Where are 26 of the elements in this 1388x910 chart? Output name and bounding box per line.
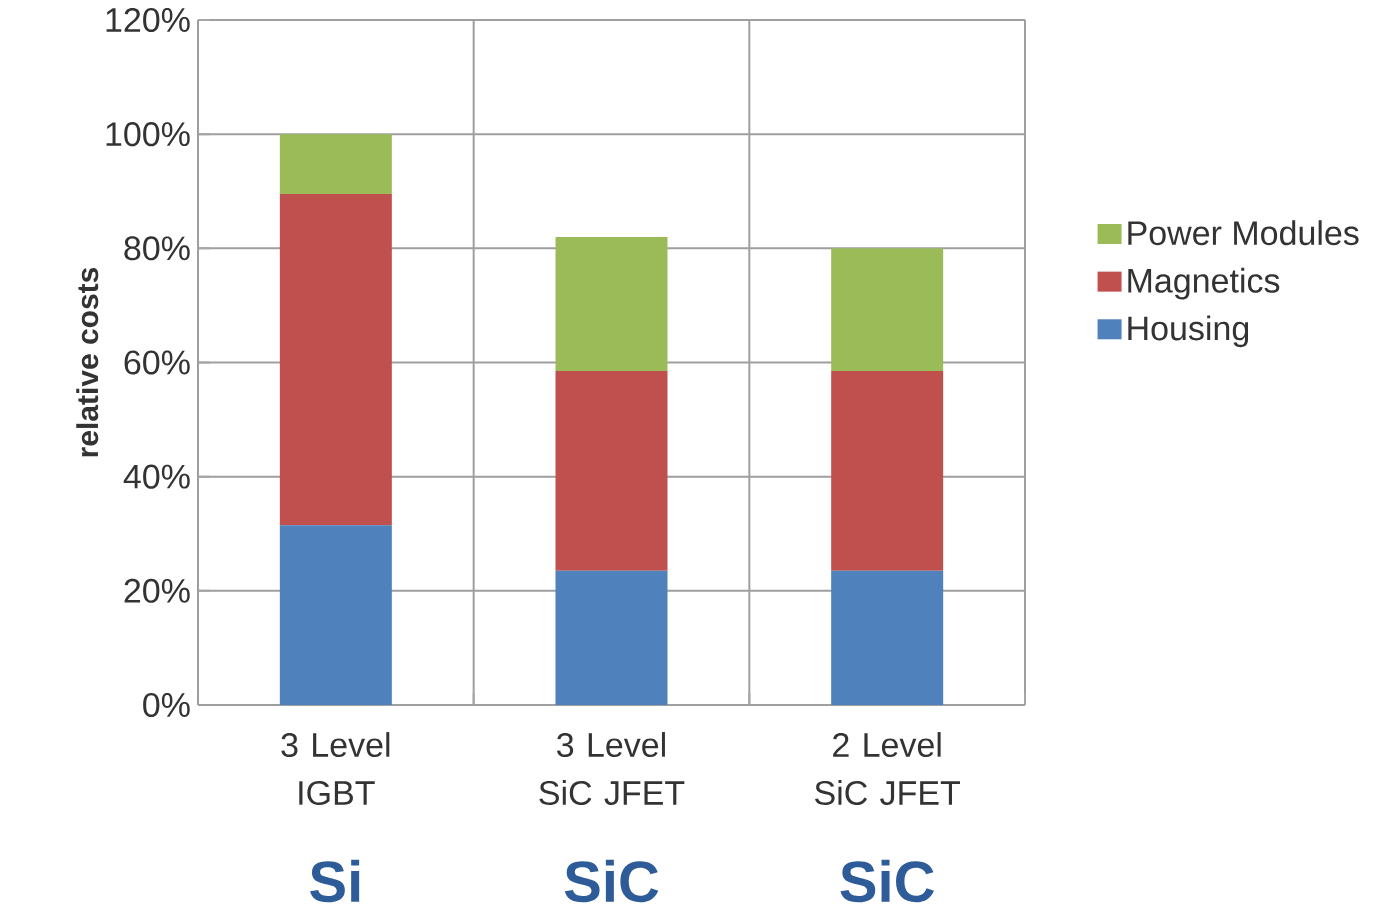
text: Si	[310, 859, 360, 903]
y-tick-label: 40%	[123, 464, 190, 489]
bar	[279, 525, 392, 705]
y-tick-label: 80%	[124, 236, 190, 261]
bar	[279, 134, 392, 195]
legend-label: Housing	[1128, 315, 1249, 348]
legend-label: Power Modules	[1128, 220, 1359, 246]
y-tick-label: 20%	[124, 578, 190, 603]
x-tick-label: 3 Level SiC JFET	[539, 732, 685, 806]
bar	[831, 570, 944, 705]
y-tick-label: 100%	[106, 122, 190, 147]
bar	[555, 570, 668, 705]
y-tick-label: 120%	[106, 7, 190, 33]
x-tick-label: 2 Level SiC JFET	[815, 732, 961, 806]
y-tick-label: 0%	[143, 692, 190, 718]
bar	[279, 194, 392, 526]
text: SiC	[840, 859, 934, 903]
y-tick-label: 60%	[124, 350, 190, 375]
bar	[831, 248, 944, 372]
bar	[831, 371, 944, 571]
bar	[555, 371, 668, 571]
text: SiC	[564, 859, 659, 903]
x-tick-label: 3 Level IGBT	[281, 732, 390, 806]
y-axis-title: relative costs	[76, 267, 99, 457]
legend-label: Magnetics	[1128, 267, 1280, 300]
bar	[555, 236, 668, 372]
